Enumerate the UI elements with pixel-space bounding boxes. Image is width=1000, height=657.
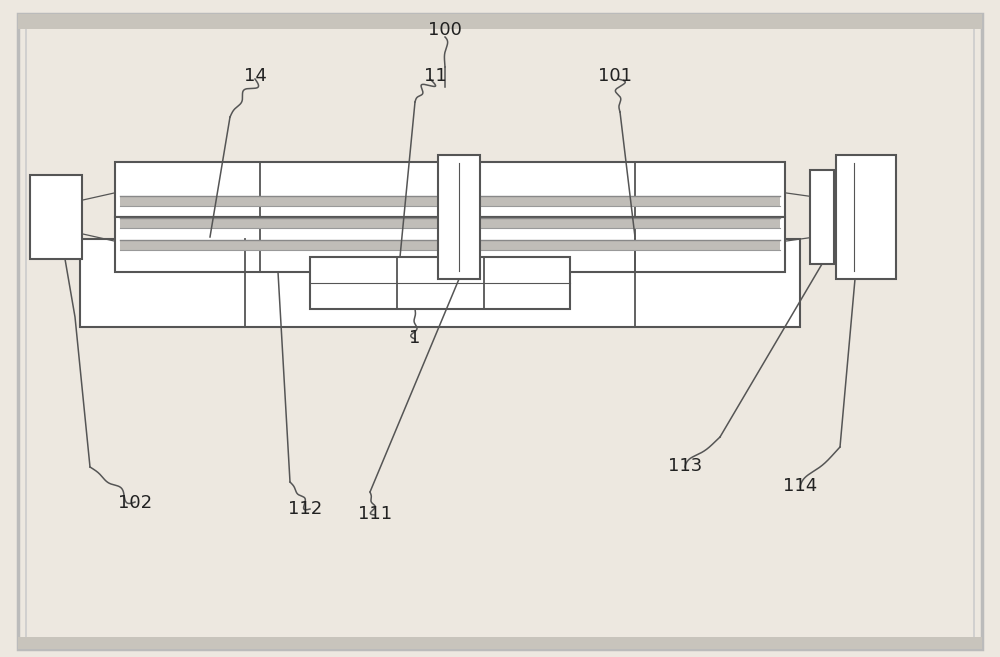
- Bar: [30, 175, 82, 259]
- Bar: [115, 162, 785, 217]
- Text: 114: 114: [783, 477, 817, 495]
- Bar: [810, 170, 834, 264]
- Text: 102: 102: [118, 493, 152, 512]
- Text: 101: 101: [598, 66, 632, 85]
- Bar: [836, 155, 896, 279]
- Bar: [18, 14, 982, 29]
- Text: 1: 1: [409, 329, 421, 348]
- Text: 100: 100: [428, 20, 462, 39]
- Bar: [310, 257, 570, 309]
- Bar: [18, 637, 982, 649]
- Bar: [438, 155, 480, 279]
- Text: 111: 111: [358, 505, 392, 523]
- Text: 14: 14: [244, 66, 266, 85]
- Bar: [80, 239, 800, 327]
- Bar: [120, 196, 780, 206]
- Bar: [115, 217, 785, 272]
- Bar: [120, 218, 780, 228]
- Text: 112: 112: [288, 500, 322, 518]
- Text: 11: 11: [424, 66, 446, 85]
- Bar: [120, 240, 780, 250]
- Text: 113: 113: [668, 457, 702, 476]
